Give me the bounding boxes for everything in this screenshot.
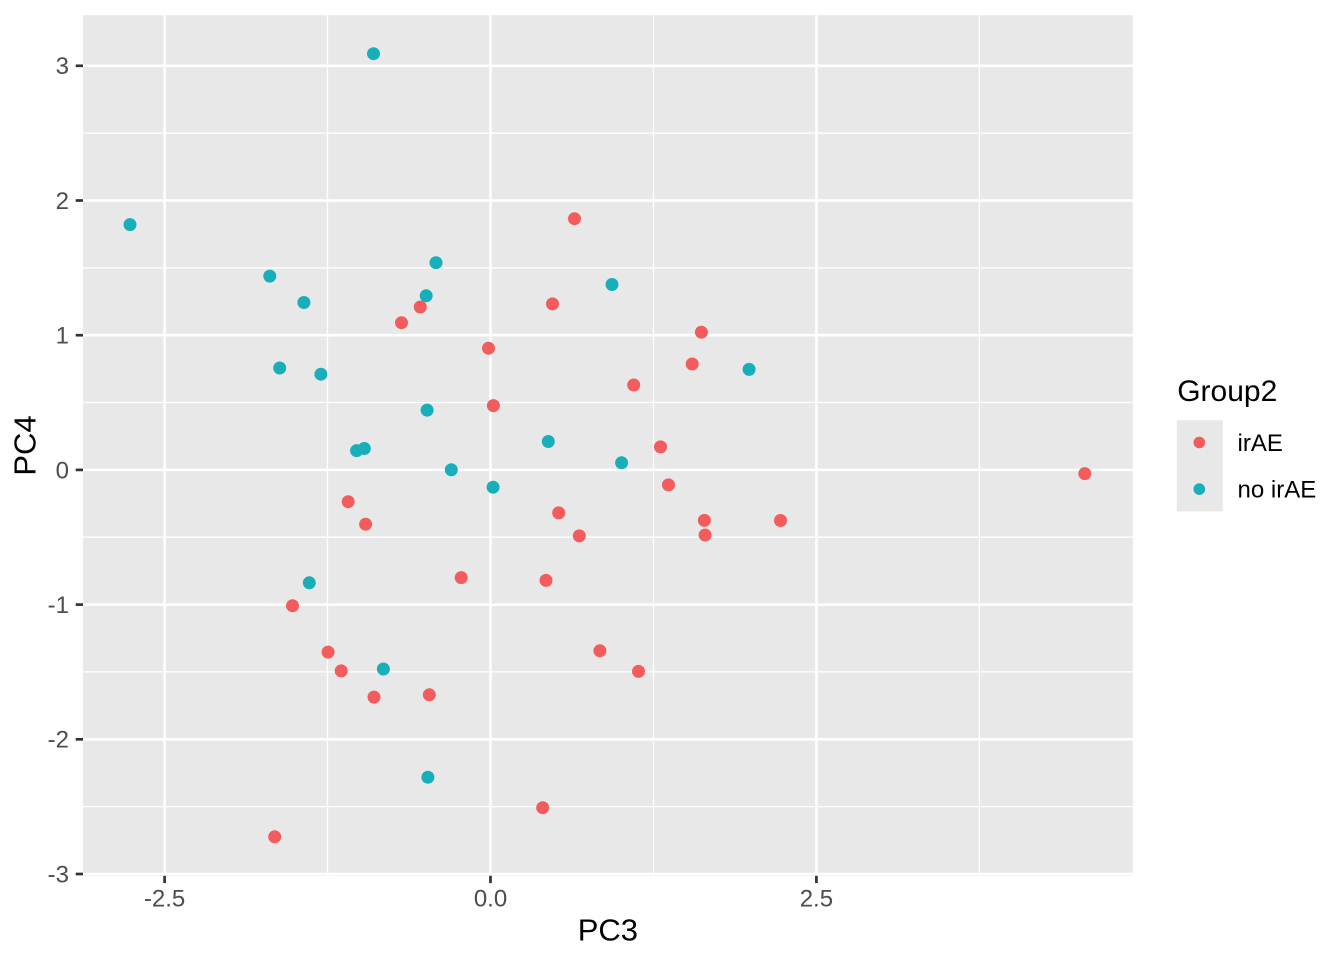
svg-text:irAE: irAE xyxy=(1238,430,1283,457)
svg-text:2.5: 2.5 xyxy=(800,885,833,912)
svg-text:-3: -3 xyxy=(48,861,69,888)
svg-text:no irAE: no irAE xyxy=(1238,477,1317,504)
svg-text:Group2: Group2 xyxy=(1177,375,1277,408)
svg-text:-1: -1 xyxy=(48,592,69,619)
svg-text:-2: -2 xyxy=(48,727,69,754)
svg-text:1: 1 xyxy=(56,323,69,350)
svg-text:PC3: PC3 xyxy=(578,913,638,948)
svg-text:2: 2 xyxy=(56,188,69,215)
svg-text:0.0: 0.0 xyxy=(474,885,507,912)
svg-text:PC4: PC4 xyxy=(8,415,43,475)
svg-text:0: 0 xyxy=(56,457,69,484)
svg-text:3: 3 xyxy=(56,53,69,80)
svg-text:-2.5: -2.5 xyxy=(144,885,185,912)
